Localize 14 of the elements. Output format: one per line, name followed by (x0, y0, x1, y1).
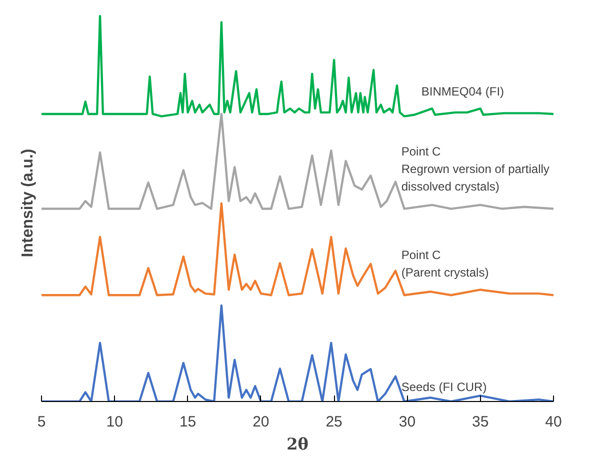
series-label: Seeds (FI CUR) (401, 380, 487, 394)
x-tick-label: 15 (179, 414, 196, 430)
x-tick-label: 10 (106, 414, 123, 430)
x-tick-label: 40 (545, 414, 562, 430)
x-tick-label: 35 (472, 414, 489, 430)
x-tick-label: 25 (326, 414, 342, 430)
series-label: BINMEQ04 (FI) (421, 84, 504, 99)
x-tick-label: 20 (252, 414, 270, 430)
x-tick-label: 5 (37, 414, 46, 430)
x-tick-label: 30 (398, 414, 416, 430)
series-label: Point C Regrown version of partially dissolved crystals) (401, 144, 550, 194)
x-axis-title: 2θ (286, 434, 309, 454)
series-label: Point C (Parent crystals) (401, 248, 489, 280)
y-axis-title: Intensity (a.u.) (20, 148, 36, 258)
